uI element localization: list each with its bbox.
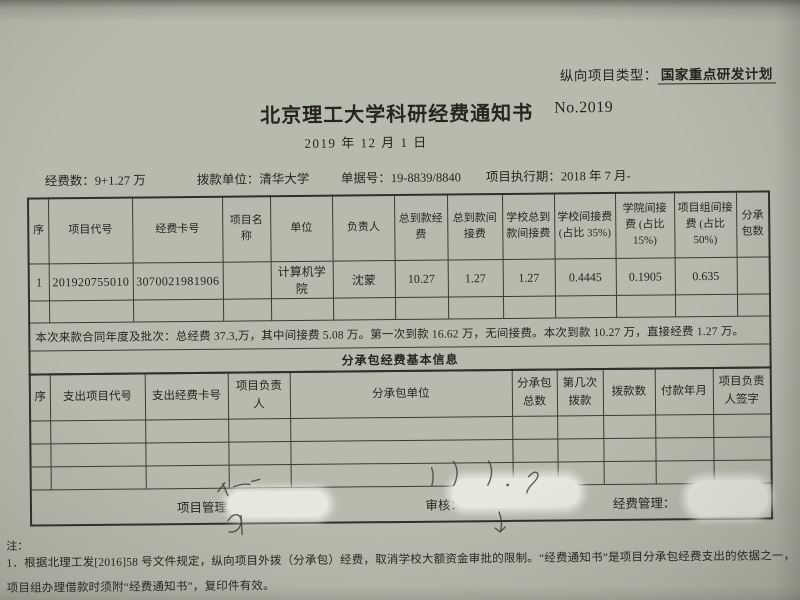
receipt-value: 19-8839/8840 — [390, 170, 462, 186]
col-header-project-code: 项目代号 — [48, 197, 133, 264]
col-header-project-leader: 项目负责人 — [227, 372, 291, 420]
document-date: 2019 年 12 月 1 日 — [304, 134, 428, 151]
period-label: 项目执行期： — [485, 169, 561, 185]
cell-total-received: 10.27 — [394, 260, 448, 298]
fund-amount-value: 9+1.27 万 — [94, 173, 146, 188]
notes-item-1: 1．根据北理工发[2016]58 号文件规定，纵向项目外拨（分承包）经费，取消学… — [6, 550, 796, 595]
redacted-signature-fund-manage — [687, 479, 769, 517]
tables-block: 序 项目代号 经费卡号 项目名称 单位 负责人 总到款经费 总到款间接费 学校总… — [26, 190, 774, 527]
receipt-number: 单据号：19-8839/8840 — [341, 166, 461, 186]
sub-table-header-row: 序 支出项目代号 支出经费卡号 项目负责人 分承包单位 分承包总数 第几次拨款 … — [29, 367, 772, 422]
col-header-sub-seq: 序 — [29, 374, 51, 422]
main-table-header-row: 序 项目代号 经费卡号 项目名称 单位 负责人 总到款经费 总到款间接费 学校总… — [28, 191, 770, 265]
col-header-seq: 序 — [28, 198, 49, 265]
grantor-label: 拨款单位： — [196, 172, 260, 187]
cell-school-indirect-35: 0.4445 — [554, 258, 616, 297]
col-header-expense-fund-card: 支出经费卡号 — [144, 372, 229, 420]
cell-total-indirect: 1.27 — [447, 259, 503, 298]
col-header-college-indirect-15: 学院间接费 (占比 15%) — [614, 192, 675, 259]
project-type-label: 纵向项目类型： — [559, 67, 658, 84]
col-header-payment-date: 付款年月 — [654, 368, 714, 416]
cell-unit: 计算机学院 — [270, 261, 333, 299]
cell-college-indirect-15: 0.1905 — [615, 257, 675, 296]
page-title: 北京理工大学科研经费通知书 — [260, 102, 534, 128]
project-type-line: 纵向项目类型： 国家重点研发计划 — [559, 62, 776, 85]
col-header-school-indirect-35: 学校间接费 (占比 35%) — [553, 192, 616, 260]
fund-amount: 经费数：9+1.27 万 — [45, 169, 146, 189]
fund-manage-label: 经费管理： — [612, 495, 676, 511]
fund-amount-label: 经费数： — [44, 173, 95, 189]
col-header-leader-signature: 项目负责人签字 — [712, 367, 772, 415]
receipt-label: 单据号： — [340, 171, 391, 186]
col-header-subcontract-count: 分承包数 — [735, 191, 770, 258]
cell-subcontract-count — [736, 256, 770, 295]
cell-seq: 1 — [28, 263, 49, 302]
col-header-subcontract-unit: 分承包单位 — [289, 369, 513, 419]
document-number: No.2019 — [554, 98, 614, 117]
period-value: 2018 年 7 月- — [560, 168, 631, 184]
col-header-leader: 负责人 — [331, 195, 395, 262]
col-header-school-total-indirect: 学校总到款间接费 — [501, 193, 555, 260]
project-type-value: 国家重点研发计划 — [657, 66, 776, 85]
grantor-unit: 拨款单位：清华大学 — [197, 168, 310, 188]
signature-line: 项目管理： 审核： 经费管理： — [32, 483, 771, 524]
col-header-fund-card: 经费卡号 — [132, 196, 223, 264]
sub-table: 序 支出项目代号 支出经费卡号 项目负责人 分承包单位 分承包总数 第几次拨款 … — [28, 366, 774, 527]
col-header-total-received: 总到款经费 — [393, 194, 448, 261]
col-header-project-name: 项目名称 — [222, 196, 271, 263]
redacted-signature-audit — [451, 477, 580, 509]
redacted-signature-project-manage — [227, 490, 329, 518]
cell-project-code: 201920755010 — [48, 263, 133, 301]
cell-fund-card: 3070021981906 — [132, 262, 223, 301]
col-header-expense-project-code: 支出项目代号 — [49, 373, 146, 421]
cell-group-indirect-50: 0.635 — [674, 257, 737, 295]
col-header-unit: 单位 — [269, 195, 333, 262]
col-header-allocation-round: 第几次拨款 — [556, 369, 604, 416]
grantor-value: 清华大学 — [259, 171, 310, 187]
execution-period: 项目执行期：2018 年 7 月- — [486, 165, 631, 185]
col-header-subcontract-total: 分承包总数 — [511, 369, 558, 417]
cell-project-name — [222, 261, 271, 300]
cell-leader: 沈蒙 — [332, 260, 395, 299]
signature-row: 项目管理： 审核： 经费管理： — [30, 482, 773, 526]
col-header-allocation-amount: 拨款数 — [602, 368, 656, 416]
col-header-group-indirect-50: 项目组间接费 (占比 50%) — [673, 191, 737, 258]
col-header-total-indirect: 总到款间接费 — [446, 194, 503, 261]
info-line: 经费数：9+1.27 万 拨款单位：清华大学 单据号：19-8839/8840 … — [45, 163, 765, 189]
main-table: 序 项目代号 经费卡号 项目名称 单位 负责人 总到款经费 总到款间接费 学校总… — [26, 190, 772, 376]
cell-school-total-indirect: 1.27 — [502, 259, 555, 297]
